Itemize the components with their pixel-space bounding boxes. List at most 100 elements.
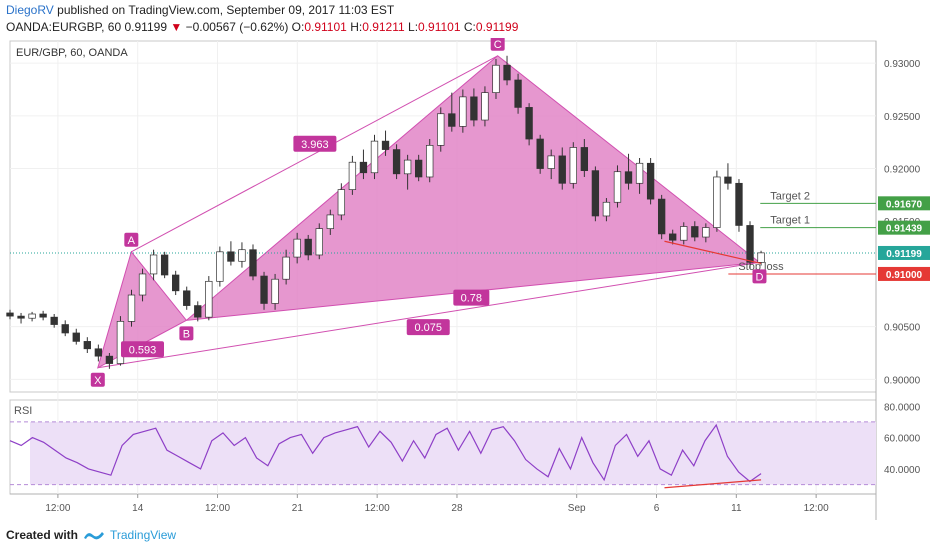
high-label: H: (350, 20, 363, 34)
x-tick-label: 21 (292, 503, 304, 514)
ratio-label: 0.075 (414, 322, 442, 334)
price-mark-label: 0.91199 (886, 249, 922, 260)
candle-body (757, 252, 765, 263)
x-tick-label: 12:00 (365, 503, 390, 514)
rsi-tick-label: 40.0000 (884, 465, 921, 476)
candle-body (326, 214, 334, 229)
price-chart[interactable]: 12:00 14 12:00 21 12:00 28 Sep 6 11 12:00 0.90000 0… (0, 38, 932, 520)
pattern-line-xd (97, 261, 760, 369)
candle-body (149, 254, 158, 275)
pattern-point-box (124, 232, 139, 247)
candle-body (138, 273, 147, 296)
pattern-point-label: B (183, 328, 190, 340)
candle-body (105, 355, 114, 364)
candle-body (602, 201, 611, 217)
candle-body (415, 159, 423, 178)
rsi-divergence-line (664, 479, 762, 489)
x-tick-label: 12:00 (205, 503, 230, 514)
candle-body (691, 226, 699, 238)
price-mark-box (878, 245, 930, 260)
candle-body (735, 182, 743, 226)
candle-body (669, 233, 677, 241)
candle-body (39, 313, 47, 318)
candle-body (381, 140, 390, 150)
candle-body (183, 290, 191, 306)
author-link[interactable]: DiegoRV (6, 3, 54, 17)
candle-body (249, 249, 257, 277)
price-mark-box (878, 266, 930, 281)
tradingview-logo-icon[interactable] (82, 527, 106, 543)
high-value: 0.91211 (362, 20, 405, 34)
x-tick-label: 6 (654, 503, 660, 514)
symbol-quote: OANDA:EURGBP, 60 0.91199 ▼ −0.00567 (−0.… (6, 20, 518, 34)
last-price: 0.91199 (124, 20, 168, 34)
x-tick-label: 14 (132, 503, 144, 514)
candle-body (72, 332, 80, 342)
candle-body (580, 147, 589, 171)
candle-body (702, 227, 710, 238)
candle-body (50, 316, 58, 325)
pattern-line-ac (131, 55, 498, 253)
y-tick-label: 0.93000 (884, 59, 921, 70)
candle-body (293, 238, 301, 258)
candle-body (481, 92, 489, 121)
close-value: 0.91199 (475, 20, 519, 34)
candle-body (724, 176, 732, 184)
candle-body (624, 171, 633, 184)
candle-body (713, 176, 721, 228)
candle-body (28, 313, 36, 319)
x-tick-label: Sep (568, 503, 586, 514)
ratio-label: 0.593 (129, 344, 157, 356)
footer: Created with TradingView (0, 520, 932, 550)
candle-body (315, 228, 323, 256)
x-tick-label: 12:00 (804, 503, 829, 514)
close-label: C: (463, 20, 476, 34)
rsi-tick-label: 80.0000 (884, 402, 921, 413)
candle-body (127, 294, 136, 322)
x-tick-label: 11 (731, 503, 742, 514)
candle-body (304, 238, 312, 256)
price-mark-box (878, 196, 930, 211)
pattern-point-box (90, 372, 105, 387)
ratio-label: 3.963 (301, 139, 329, 151)
candle-body (216, 251, 224, 282)
down-arrow-icon: ▼ (170, 20, 183, 34)
candle-body (392, 149, 401, 175)
candle-body (746, 225, 754, 263)
y-tick-label: 0.92000 (884, 165, 921, 176)
ratio-label-box (453, 289, 490, 306)
pattern-point-label: A (128, 235, 136, 247)
open-value: 0.91101 (304, 20, 347, 34)
publication-info: DiegoRV published on TradingView.com, Se… (6, 3, 394, 17)
candle-body (17, 315, 25, 319)
candle-body (359, 161, 368, 174)
candle-body (613, 171, 622, 203)
candle-body (227, 251, 235, 262)
pattern-point-label: X (94, 375, 102, 387)
tradingview-brand[interactable]: TradingView (110, 528, 177, 542)
rsi-tick-label: 60.0000 (884, 434, 921, 445)
candle-body (492, 64, 500, 93)
candle-body (646, 162, 655, 200)
candle-body (569, 147, 577, 184)
price-mark-label: 0.91000 (886, 270, 923, 281)
candle-body (680, 226, 688, 241)
candle-body (514, 79, 522, 108)
candle-body (6, 312, 14, 317)
candle-body (94, 348, 103, 357)
ratio-label-box (120, 341, 164, 358)
y-tick-label: 0.90500 (884, 323, 921, 334)
rsi-label: RSI (14, 405, 32, 417)
pattern-point-box (490, 38, 505, 51)
price-mark-box (878, 220, 930, 235)
candle-body (282, 256, 290, 280)
y-tick-label: 0.92500 (884, 112, 921, 123)
ratio-label: 0.78 (461, 293, 482, 305)
price-mark-label: 0.91670 (886, 199, 923, 210)
low-value: 0.91101 (418, 20, 461, 34)
candle-body (525, 107, 533, 140)
rsi-line (9, 423, 762, 483)
candle-body (503, 64, 511, 81)
level-label: Target 1 (770, 215, 810, 227)
level-label: Target 2 (770, 190, 810, 202)
